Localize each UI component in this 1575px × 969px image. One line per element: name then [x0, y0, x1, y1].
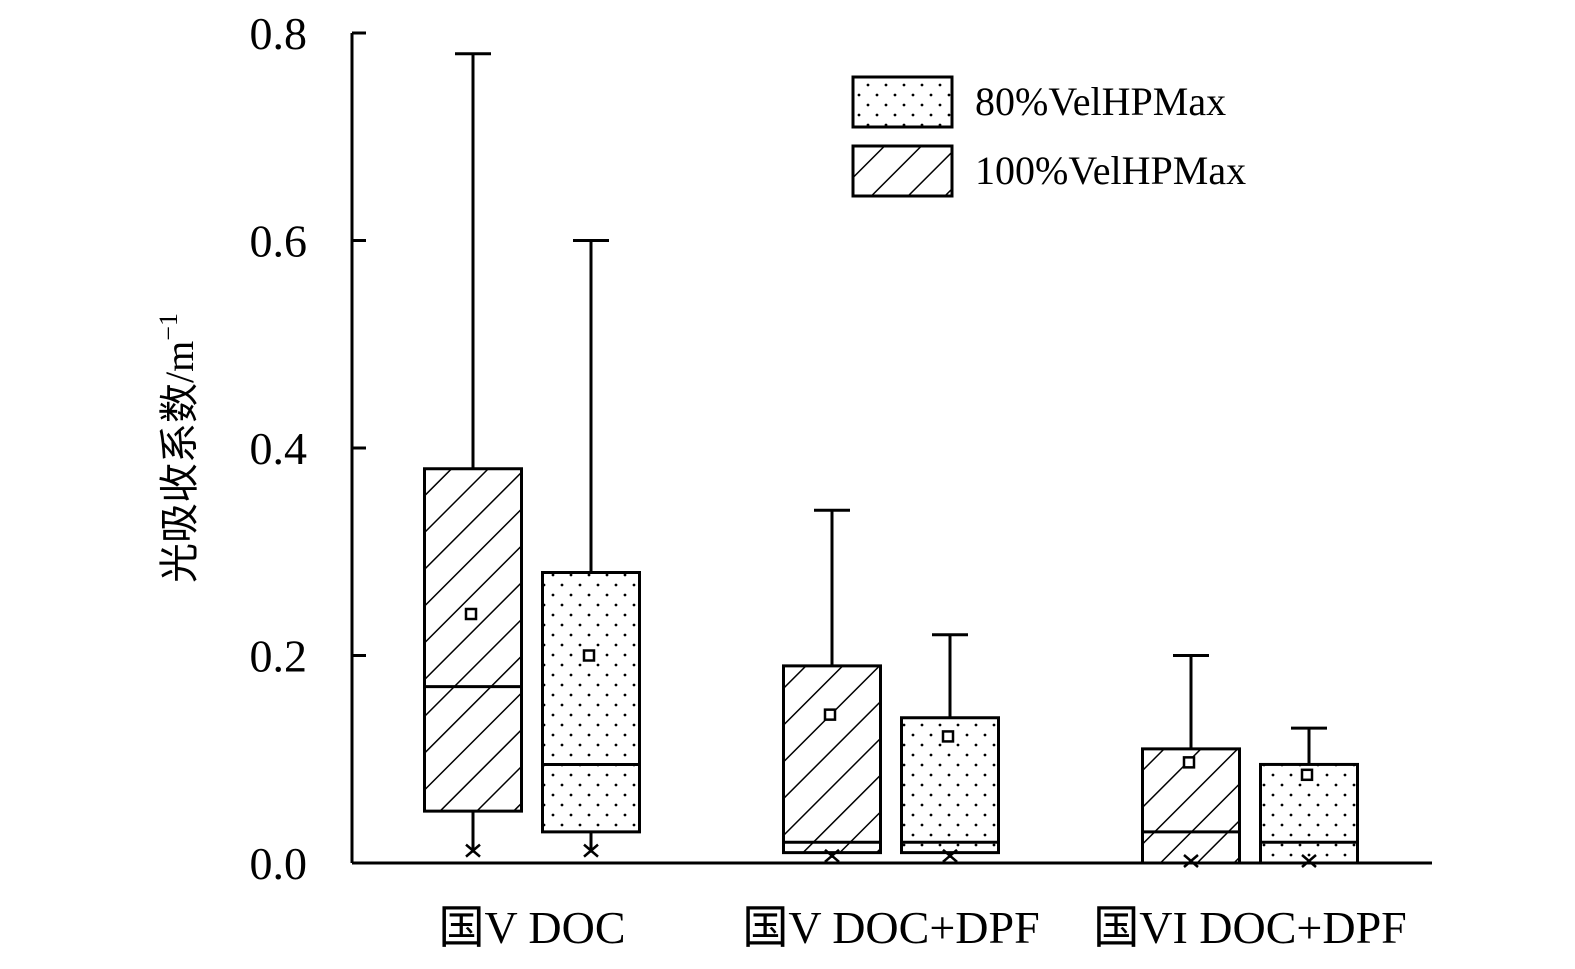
mean-marker: [1182, 756, 1196, 769]
mean-marker: [582, 649, 596, 662]
box-80-2: [1259, 726, 1359, 868]
box-100-2: [1141, 654, 1241, 868]
box-100-1: [782, 508, 882, 863]
category-label: 国VI DOC+DPF: [1093, 902, 1407, 953]
mean-marker: [823, 708, 837, 721]
boxes: [423, 52, 1359, 868]
min-marker: [583, 843, 599, 858]
y-tick-label: 0.2: [250, 631, 308, 682]
y-axis-label-superscript: −1: [154, 313, 183, 341]
box-iqr: [1141, 747, 1241, 865]
y-axis-label: 光吸收系数/m−1: [154, 313, 202, 583]
box-iqr: [541, 571, 641, 834]
mean-marker: [941, 730, 955, 743]
category-label: 国V DOC: [438, 902, 625, 953]
category-labels: 国V DOC 国V DOC+DPF 国VI DOC+DPF: [438, 902, 1406, 953]
mean-marker: [464, 607, 478, 621]
min-marker: [824, 848, 840, 863]
box-80-1: [900, 633, 1000, 863]
box-iqr: [782, 664, 882, 855]
legend-label-80: 80%VelHPMax: [975, 79, 1226, 124]
min-marker: [465, 843, 481, 858]
category-label: 国V DOC+DPF: [742, 902, 1039, 953]
min-marker: [1301, 854, 1317, 868]
box-80-0: [541, 239, 641, 858]
y-tick-label: 0.8: [250, 8, 308, 59]
legend: 80%VelHPMax 100%VelHPMax: [851, 75, 1246, 198]
box-100-0: [423, 52, 523, 858]
mean-marker: [1300, 768, 1314, 782]
legend-swatch-80: [851, 75, 954, 129]
legend-label-100: 100%VelHPMax: [975, 148, 1246, 193]
y-tick-label: 0.4: [250, 423, 308, 474]
min-marker: [1183, 854, 1199, 868]
y-tick-label: 0.0: [250, 838, 308, 889]
box-iqr: [423, 467, 523, 813]
legend-swatch-100: [851, 144, 954, 198]
min-marker: [942, 848, 958, 863]
y-axis: 0.0 0.2 0.4 0.6 0.8: [250, 8, 366, 889]
y-tick-label: 0.6: [250, 216, 308, 267]
